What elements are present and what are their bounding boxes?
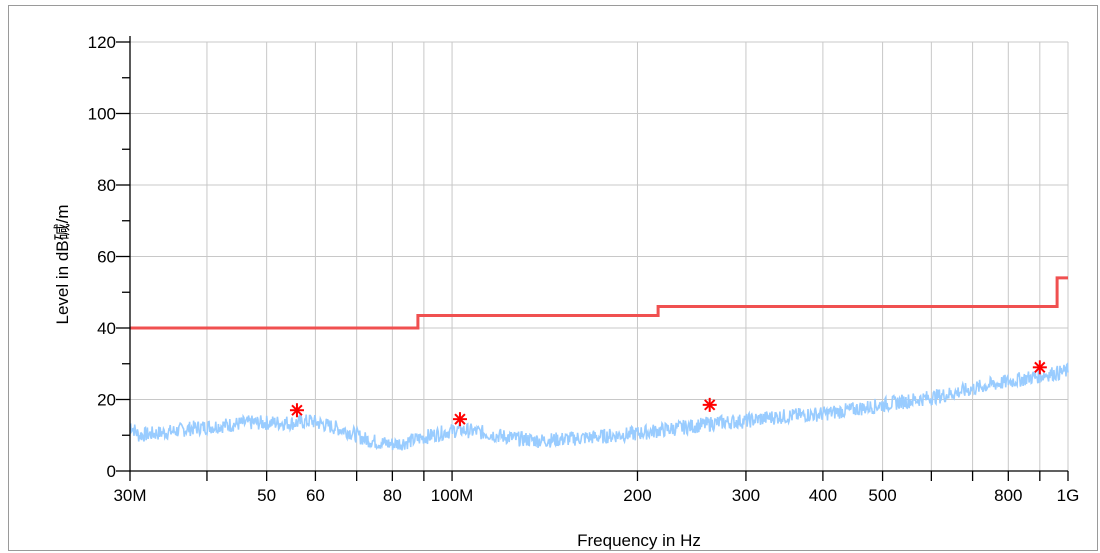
- peak-marker-stroke: [704, 399, 716, 411]
- y-axis-title: Level in dB碱/m: [53, 205, 72, 325]
- x-tick-label: 800: [994, 486, 1022, 505]
- x-tick-label: 30M: [113, 486, 146, 505]
- x-tick-label: 60: [306, 486, 325, 505]
- peak-marker-stroke: [454, 413, 466, 425]
- y-tick-label: 0: [107, 462, 116, 481]
- labels: 0 20 40 60 80 100 120 30M 50 60 80 100M 200 300 400 500…: [88, 33, 1080, 505]
- y-tick-label: 20: [97, 391, 116, 410]
- chart-frame: [8, 5, 1098, 551]
- x-tick-label: 500: [868, 486, 896, 505]
- x-tick-label: 200: [623, 486, 651, 505]
- peak-marker-stroke: [1034, 361, 1046, 373]
- series-layer: [129, 276, 1069, 451]
- x-tick-label: 1G: [1057, 486, 1080, 505]
- x-tick-label: 50: [257, 486, 276, 505]
- peak-marker: [452, 412, 467, 427]
- x-tick-label: 80: [383, 486, 402, 505]
- peak-marker: [289, 403, 304, 418]
- y-tick-label: 120: [88, 33, 116, 52]
- peak-marker: [702, 397, 717, 412]
- y-tick-label: 80: [97, 176, 116, 195]
- y-tick-label: 60: [97, 248, 116, 267]
- x-tick-label: 300: [732, 486, 760, 505]
- y-tick-label: 40: [97, 319, 116, 338]
- measurement-trace: [129, 362, 1069, 451]
- peak-marker: [1032, 360, 1047, 375]
- y-tick-label: 100: [88, 105, 116, 124]
- x-tick-label: 100M: [431, 486, 474, 505]
- grid: [129, 41, 1069, 472]
- peak-marker-stroke: [291, 404, 303, 416]
- limit-line: [130, 276, 1068, 330]
- x-axis-title: Frequency in Hz: [577, 531, 701, 550]
- x-tick-label: 400: [809, 486, 837, 505]
- axes: [116, 36, 1069, 481]
- markers: [289, 360, 1047, 427]
